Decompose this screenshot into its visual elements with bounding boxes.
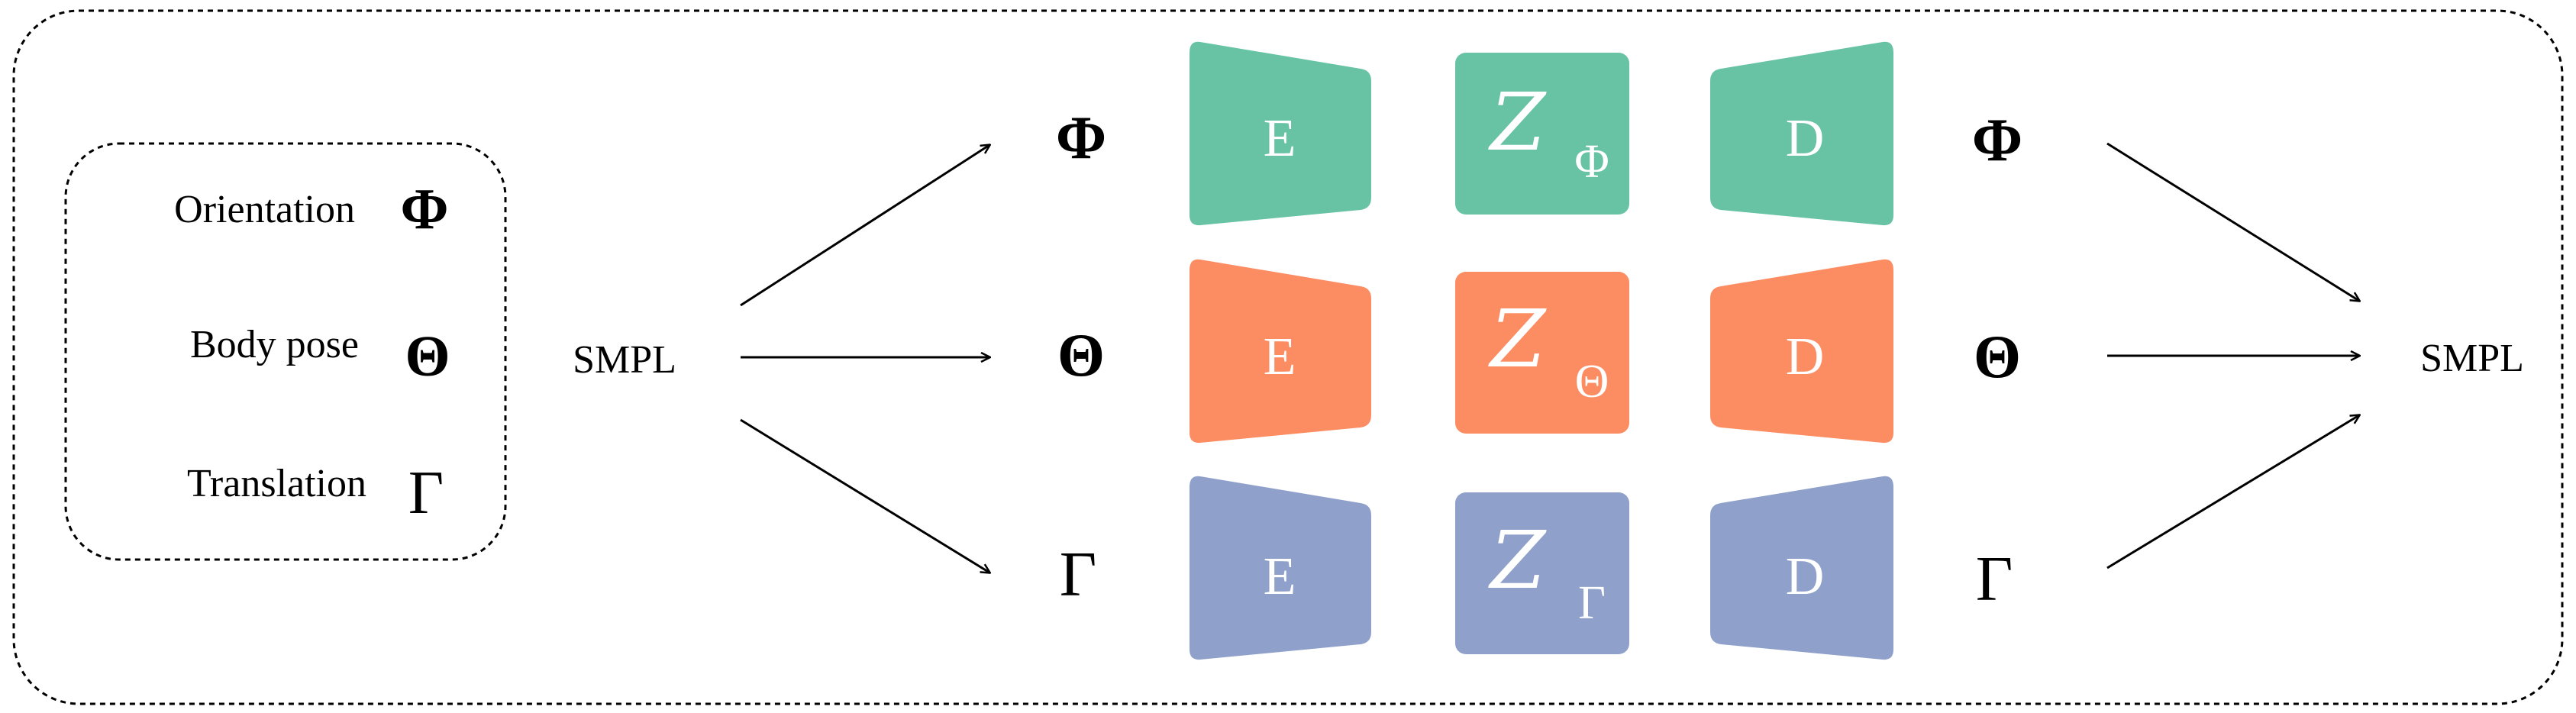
encoder-orientation xyxy=(1190,41,1371,226)
branch-body-pose: E Z Θ D xyxy=(1190,259,1893,444)
input-smpl-label: SMPL xyxy=(573,338,676,382)
output-smpl-label: SMPL xyxy=(2420,337,2524,380)
latent-orientation xyxy=(1455,53,1629,215)
legend-symbol-orientation: Φ xyxy=(400,177,448,241)
latent-letter-body-pose: Z xyxy=(1488,292,1547,386)
legend-frame xyxy=(64,142,507,561)
latent-subscript-body-pose: Θ xyxy=(1575,356,1609,408)
latent-subscript-orientation: Φ xyxy=(1574,136,1609,188)
legend-symbol-translation: Γ xyxy=(408,460,444,527)
out-symbol-orientation: Φ xyxy=(1972,107,2022,174)
decoder-label-body-pose: D xyxy=(1786,327,1825,386)
encoder-label-body-pose: E xyxy=(1264,327,1296,386)
outer-frame xyxy=(12,9,2564,705)
latent-translation xyxy=(1455,492,1629,654)
branch-orientation: E Z Φ D xyxy=(1190,41,1893,226)
out-symbol-body-pose: Θ xyxy=(1974,324,2021,391)
decoder-body-pose xyxy=(1710,259,1893,444)
legend-label-body-pose: Body pose xyxy=(190,323,359,366)
latent-letter-orientation: Z xyxy=(1488,76,1547,169)
encoder-body-pose xyxy=(1190,259,1371,444)
decoder-label-translation: D xyxy=(1786,547,1825,606)
branch-translation: E Z Γ D xyxy=(1190,476,1893,660)
arrow-out-translation xyxy=(2106,415,2359,569)
latent-subscript-translation: Γ xyxy=(1578,577,1606,629)
branch-symbol-body-pose: Θ xyxy=(1057,322,1105,389)
latent-body-pose xyxy=(1455,272,1629,434)
legend-label-orientation: Orientation xyxy=(174,188,355,231)
arrow-in-translation xyxy=(740,418,989,573)
branch-symbol-orientation: Φ xyxy=(1056,105,1106,172)
legend-label-translation: Translation xyxy=(187,462,366,505)
arrow-in-orientation xyxy=(740,145,989,307)
decoder-label-orientation: D xyxy=(1786,109,1825,168)
legend-symbol-body-pose: Θ xyxy=(405,324,450,389)
latent-letter-translation: Z xyxy=(1488,514,1547,607)
decoder-orientation xyxy=(1710,41,1893,226)
legend-box: Orientation Φ Body pose Θ Translation Γ xyxy=(64,142,507,561)
out-symbol-translation: Γ xyxy=(1976,544,2013,615)
branch-symbol-translation: Γ xyxy=(1060,539,1097,610)
encoder-label-orientation: E xyxy=(1264,109,1296,168)
decoder-translation xyxy=(1710,476,1893,660)
encoder-translation xyxy=(1190,476,1371,660)
arrow-out-orientation xyxy=(2106,142,2359,301)
encoder-label-translation: E xyxy=(1264,547,1296,606)
